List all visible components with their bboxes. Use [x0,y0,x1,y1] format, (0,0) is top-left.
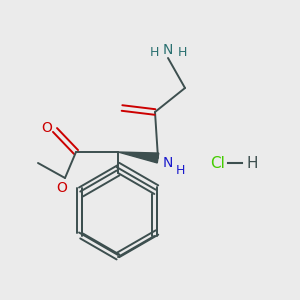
Text: H: H [175,164,185,176]
Polygon shape [118,152,159,163]
Text: O: O [42,121,52,135]
Text: H: H [149,46,159,59]
Text: Cl: Cl [211,155,225,170]
Text: H: H [177,46,187,59]
Text: O: O [57,181,68,195]
Text: N: N [163,43,173,57]
Text: H: H [246,155,258,170]
Text: N: N [163,156,173,170]
